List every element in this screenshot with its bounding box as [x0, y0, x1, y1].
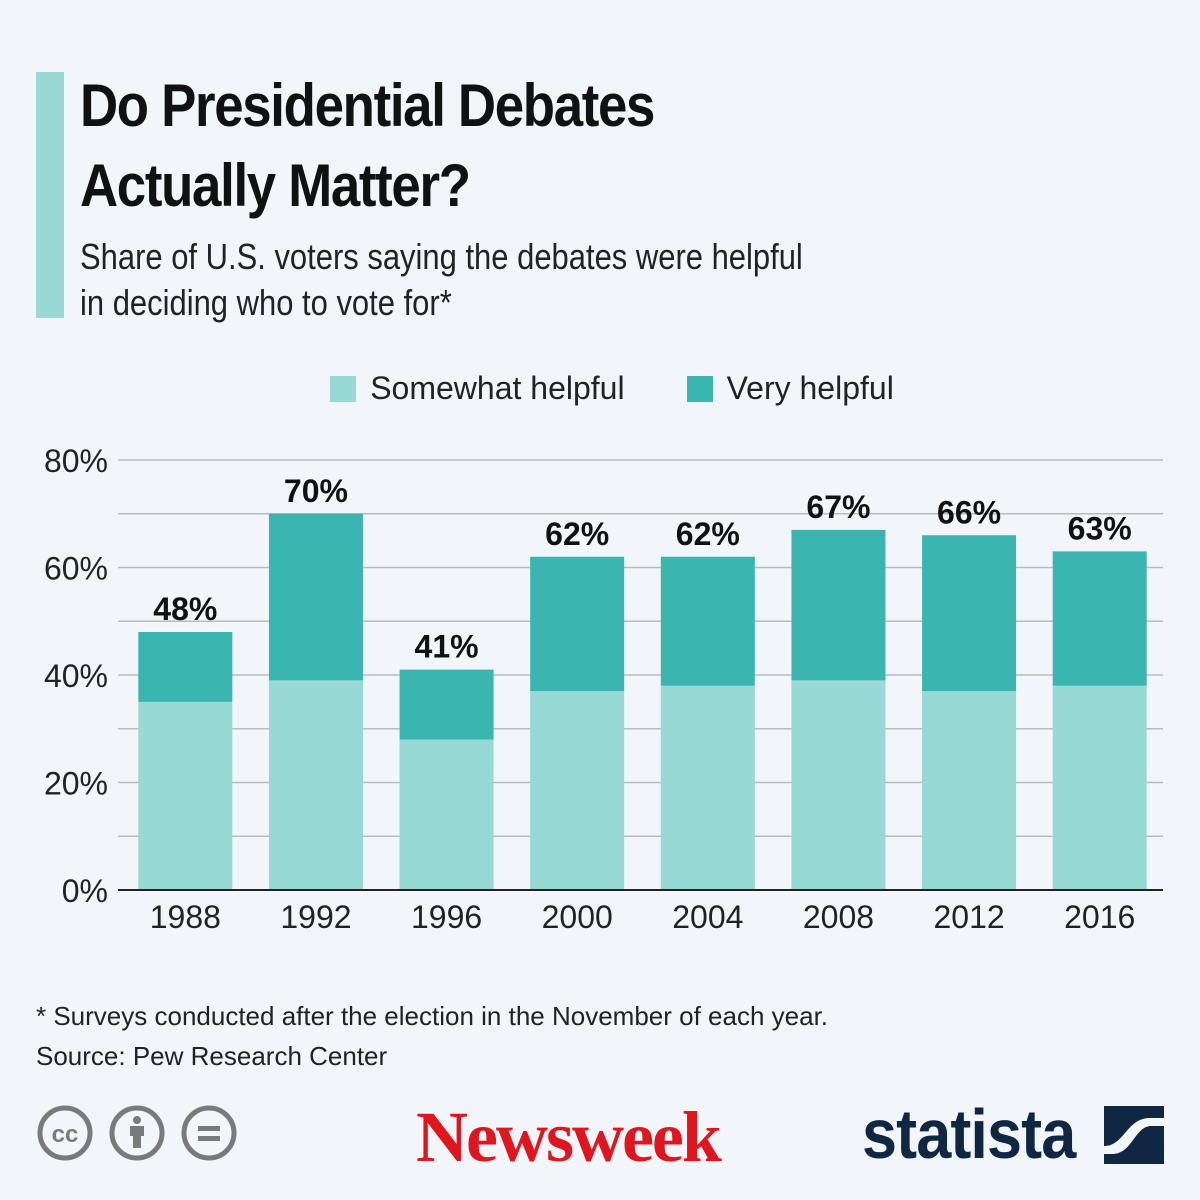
x-tick-label: 2004	[672, 899, 743, 935]
legend-swatch-very	[686, 375, 713, 402]
y-tick-label: 80%	[44, 443, 108, 479]
bar-segment-very	[530, 556, 625, 692]
chart-title: Do Presidential Debates Actually Matter?	[80, 66, 872, 226]
bar-segment-somewhat	[1052, 685, 1147, 890]
bar-segment-very	[922, 535, 1017, 692]
statista-logo-mark	[1104, 1106, 1164, 1164]
title-line-1: Do Presidential Debates	[80, 72, 655, 139]
legend-swatch-somewhat	[330, 375, 357, 402]
y-tick-label: 40%	[44, 658, 108, 694]
no-derivatives-icon	[181, 1105, 237, 1161]
data-label: 63%	[1068, 510, 1132, 546]
data-label: 70%	[284, 473, 348, 509]
data-label: 66%	[937, 494, 1001, 530]
bar-segment-somewhat	[138, 701, 233, 890]
y-tick-label: 20%	[44, 766, 108, 802]
bar-segment-very	[791, 529, 886, 681]
x-tick-label: 1988	[150, 899, 221, 935]
data-label: 67%	[806, 489, 870, 525]
x-tick-label: 1992	[280, 899, 351, 935]
license-icons: cc	[36, 1104, 238, 1162]
newsweek-logo: Newsweek	[416, 1097, 722, 1177]
data-label: 62%	[676, 516, 740, 552]
bar-segment-very	[399, 669, 494, 740]
data-label: 62%	[545, 516, 609, 552]
subtitle-line-2: in deciding who to vote for*	[80, 282, 452, 323]
bar-segment-somewhat	[399, 739, 494, 890]
data-label: 48%	[153, 591, 217, 627]
x-tick-label: 2012	[933, 899, 1004, 935]
y-tick-label: 60%	[44, 551, 108, 587]
bar-segment-very	[660, 556, 755, 686]
bar-segment-somewhat	[268, 680, 363, 890]
attribution-icon	[109, 1105, 165, 1161]
bar-segment-very	[138, 632, 233, 702]
svg-text:cc: cc	[52, 1121, 79, 1148]
bar-segment-somewhat	[660, 685, 755, 890]
subtitle-line-1: Share of U.S. voters saying the debates …	[80, 236, 803, 277]
cc-icon: cc	[37, 1105, 93, 1161]
source-text: Source: Pew Research Center	[36, 1041, 388, 1071]
bar-segment-somewhat	[922, 691, 1017, 890]
legend-label-somewhat: Somewhat helpful	[370, 370, 625, 406]
title-accent-bar	[36, 72, 64, 318]
footnote: * Surveys conducted after the election i…	[36, 996, 828, 1076]
x-tick-label: 1996	[411, 899, 482, 935]
bar-chart: 0% 20% 40% 60% 80% 48% 1988 70% 1992 41% 1996 62% 20…	[44, 443, 1163, 935]
statista-logo: statista	[862, 1095, 1076, 1173]
legend-label-very: Very helpful	[726, 370, 894, 406]
title-line-2: Actually Matter?	[80, 152, 471, 219]
bar-segment-very	[268, 513, 363, 681]
legend: Somewhat helpful Very helpful	[0, 370, 1200, 407]
x-tick-label: 2000	[542, 899, 613, 935]
bar-segment-very	[1052, 551, 1147, 686]
x-tick-label: 2016	[1064, 899, 1135, 935]
data-label: 41%	[415, 629, 479, 665]
legend-item-somewhat: Somewhat helpful	[306, 370, 625, 407]
y-tick-label: 0%	[62, 873, 108, 909]
bar-segment-somewhat	[530, 691, 625, 890]
legend-item-very: Very helpful	[663, 370, 894, 407]
bar-segment-somewhat	[791, 680, 886, 890]
footnote-text: * Surveys conducted after the election i…	[36, 1001, 829, 1031]
x-tick-label: 2008	[803, 899, 874, 935]
chart-subtitle: Share of U.S. voters saying the debates …	[80, 234, 906, 326]
